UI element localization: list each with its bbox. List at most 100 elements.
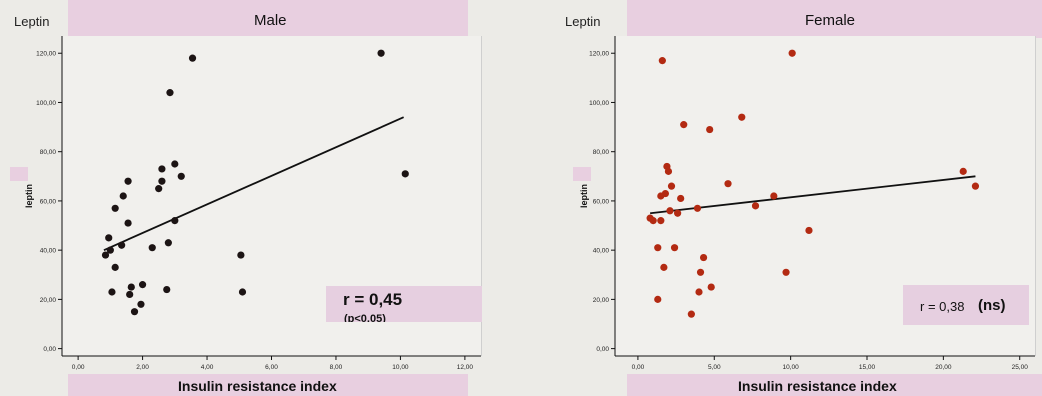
data-point <box>130 308 139 316</box>
ylabel-highlight <box>10 167 28 181</box>
data-point <box>158 165 166 173</box>
data-point <box>111 204 119 212</box>
male-scatter-svg: 0,00 20,00 40,00 60,00 80,00 100,00 120,00 0,00… <box>24 36 481 371</box>
data-point <box>171 160 179 168</box>
data-point <box>124 219 132 227</box>
data-point <box>654 295 662 303</box>
ylabel-highlight <box>573 167 591 181</box>
data-point <box>695 288 703 296</box>
data-point <box>770 192 778 200</box>
data-point <box>137 300 145 308</box>
data-point <box>680 121 688 129</box>
regression-line <box>103 116 405 251</box>
p-value: (p<0,05) <box>344 313 386 322</box>
data-point <box>699 253 708 262</box>
y-tick-label: 40,00 <box>593 248 610 255</box>
data-point <box>959 167 967 175</box>
r-annotation-box <box>326 286 482 322</box>
data-point <box>377 49 385 57</box>
data-point <box>657 217 665 225</box>
data-point <box>124 177 132 185</box>
data-point <box>788 49 796 57</box>
x-tick-label: 25,00 <box>1012 364 1029 371</box>
data-point <box>658 57 666 65</box>
y-tick-label: 120,00 <box>589 51 609 58</box>
corner-label: Leptin <box>565 14 601 29</box>
x-tick-label: 6,00 <box>265 364 278 371</box>
data-point <box>237 251 245 259</box>
data-point <box>664 167 673 175</box>
data-point <box>166 89 174 97</box>
data-point <box>667 182 676 190</box>
data-point <box>706 125 714 134</box>
data-point <box>666 207 674 215</box>
data-point <box>111 263 119 271</box>
ns-label: (ns) <box>978 297 1006 314</box>
y-tick-label: 80,00 <box>593 149 610 156</box>
data-point <box>126 290 134 299</box>
data-point <box>707 283 715 291</box>
y-tick-label: 20,00 <box>40 297 57 304</box>
data-point <box>649 217 657 225</box>
data-point <box>238 288 247 296</box>
y-tick-label: 120,00 <box>36 51 56 58</box>
r-value: r = 0,45 <box>343 290 403 309</box>
data-point <box>188 54 197 62</box>
data-point <box>105 234 113 242</box>
data-point <box>108 288 116 296</box>
data-point <box>101 251 110 259</box>
data-point <box>164 239 172 247</box>
xlabel-band <box>68 374 468 396</box>
data-point <box>654 244 662 252</box>
y-tick-label: 60,00 <box>40 198 57 205</box>
x-tick-label: 0,00 <box>72 364 85 371</box>
data-point <box>138 281 147 289</box>
data-point <box>118 241 126 249</box>
data-point <box>401 170 409 178</box>
data-point <box>158 177 166 185</box>
data-point <box>670 244 679 252</box>
data-point <box>127 283 135 291</box>
x-tick-label: 10,00 <box>782 364 799 371</box>
data-point <box>738 113 746 121</box>
x-tick-label: 20,00 <box>935 364 952 371</box>
data-point <box>751 202 760 210</box>
y-tick-label: 100,00 <box>589 100 609 107</box>
data-point <box>782 268 790 276</box>
x-tick-label: 12,00 <box>457 364 474 371</box>
data-point <box>724 180 732 188</box>
data-point <box>177 172 185 180</box>
y-tick-label: 0,00 <box>43 346 56 353</box>
x-axis-label: Insulin resistance index <box>738 378 897 394</box>
x-axis-label: Insulin resistance index <box>178 378 337 394</box>
xlabel-band <box>627 374 1042 396</box>
data-point <box>971 182 980 190</box>
y-axis-label: leptin <box>579 184 589 208</box>
data-point <box>148 244 156 252</box>
data-point <box>696 268 705 276</box>
data-point <box>805 226 813 235</box>
y-tick-label: 80,00 <box>40 149 57 156</box>
title-band <box>68 0 468 38</box>
female-scatter-svg: 0,00 20,00 40,00 60,00 80,00 100,00 120,00 0,00… <box>579 36 1035 371</box>
data-point <box>660 263 668 271</box>
data-point <box>693 204 702 212</box>
x-tick-label: 5,00 <box>708 364 721 371</box>
chart-title: Female <box>805 12 856 29</box>
data-point <box>677 194 685 203</box>
title-band <box>627 0 1042 38</box>
x-tick-label: 0,00 <box>632 364 645 371</box>
x-tick-label: 4,00 <box>201 364 214 371</box>
x-tick-label: 15,00 <box>859 364 876 371</box>
y-tick-label: 0,00 <box>596 346 609 353</box>
female-chart-panel: Leptin Female 0,00 20,00 40,00 60,00 80,00 10… <box>555 0 1042 396</box>
data-point <box>106 246 114 254</box>
corner-label: Leptin <box>14 14 50 29</box>
chart-title: Male <box>254 12 287 29</box>
x-tick-label: 8,00 <box>330 364 343 371</box>
y-axis-label: leptin <box>24 184 34 208</box>
y-tick-label: 20,00 <box>593 297 610 304</box>
y-tick-label: 60,00 <box>593 198 610 205</box>
y-tick-label: 40,00 <box>40 248 57 255</box>
y-tick-label: 100,00 <box>36 100 56 107</box>
